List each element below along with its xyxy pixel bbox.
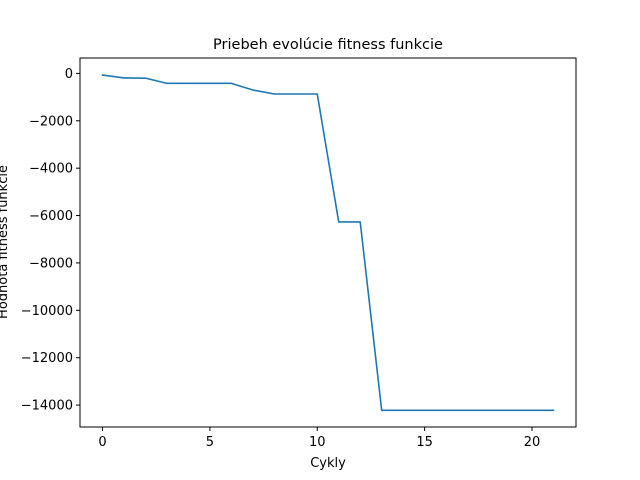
series-group [101,74,555,412]
x-tick-label: 10 [309,435,326,450]
y-tick-label: −10000 [21,304,73,319]
y-axis-label: Hodnota fitness funkcie [0,165,11,319]
y-axis-ticks: 0 −2000 −4000 −6000 −8000 −10000 −12000 −14000 [21,67,80,414]
fitness-series-line [101,74,555,412]
x-axis-ticks: 0 5 10 15 20 [98,427,540,450]
chart-title: Priebeh evolúcie fitness funkcie [213,37,443,53]
y-tick-label: −12000 [21,351,73,366]
y-tick-label: −14000 [21,399,73,414]
x-axis-label: Cykly [310,456,346,471]
y-tick-label: −2000 [29,114,73,129]
y-tick-label: −6000 [29,209,73,224]
y-tick-label: −8000 [29,256,73,271]
axes-frame [79,57,577,428]
x-tick-label: 5 [206,435,214,450]
x-tick-label: 15 [416,435,433,450]
y-tick-label: 0 [65,67,73,82]
x-tick-label: 0 [98,435,106,450]
x-tick-label: 20 [524,435,541,450]
y-tick-label: −4000 [29,162,73,177]
